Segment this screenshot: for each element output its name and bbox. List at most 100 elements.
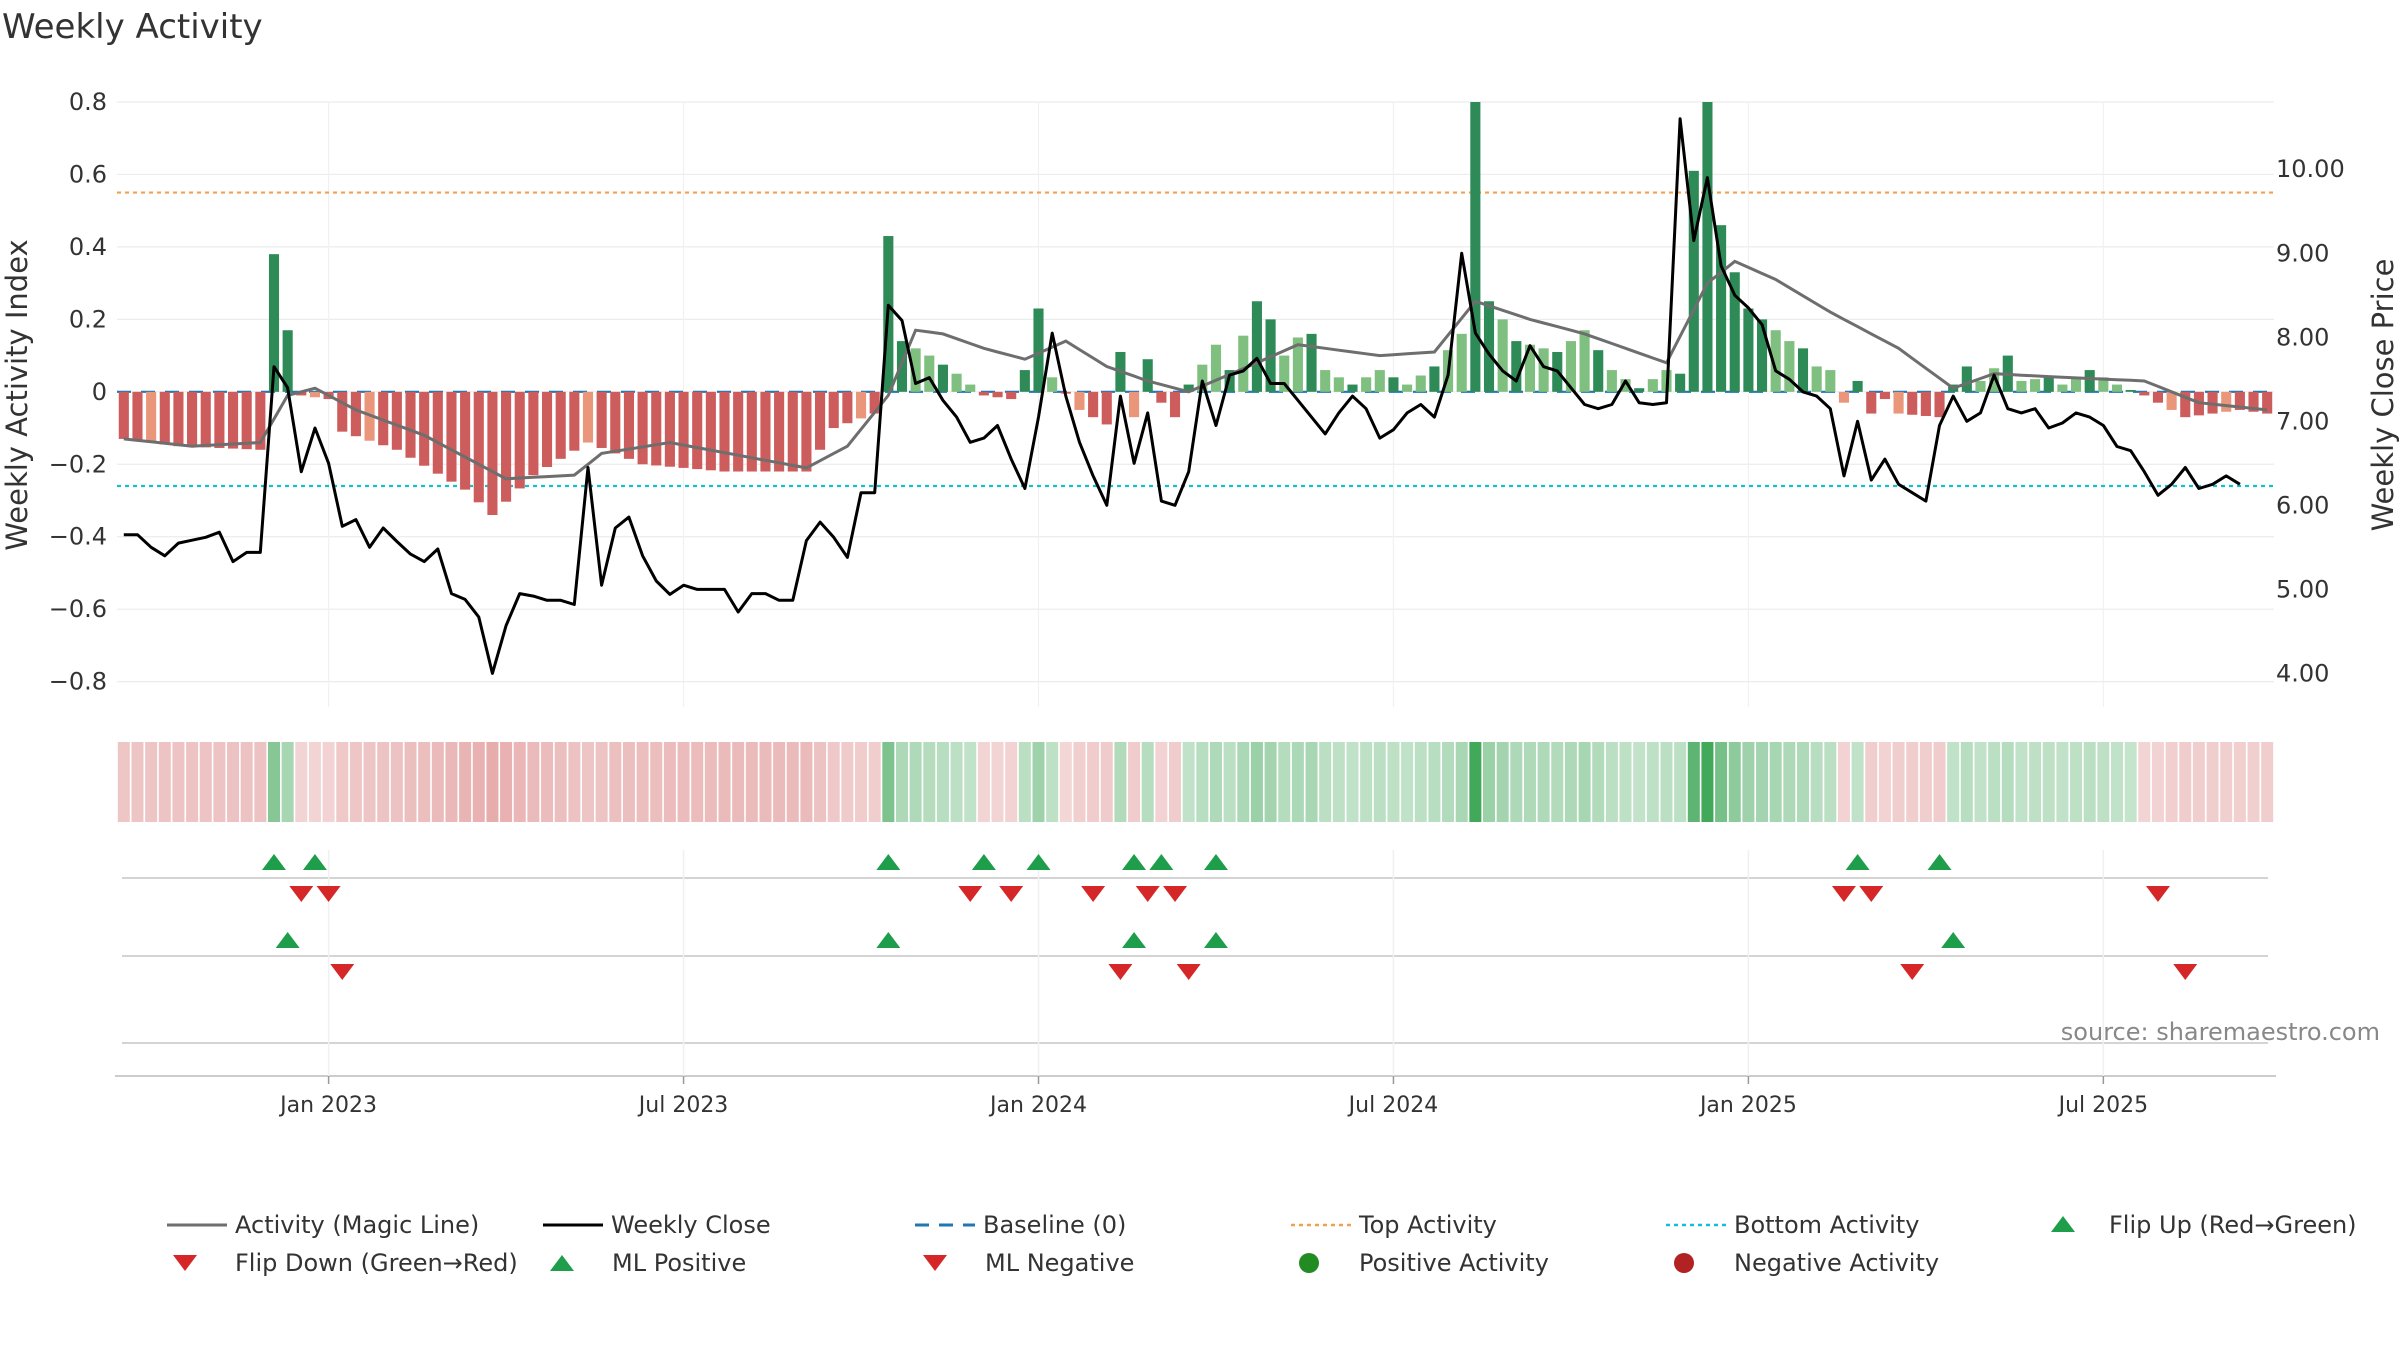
heat-cell [1947, 742, 1960, 822]
heat-cell [186, 742, 199, 822]
activity-bar [487, 391, 498, 515]
activity-bar [1292, 337, 1303, 392]
heat-cell [541, 742, 554, 822]
heat-cell [431, 742, 444, 822]
left-tick-label: −0.2 [49, 450, 107, 478]
heat-cell [1551, 742, 1564, 822]
activity-bar [1879, 391, 1890, 400]
heat-cell [1428, 742, 1441, 822]
legend-item-baseline: Baseline (0) [915, 1211, 1126, 1239]
activity-bar [432, 391, 443, 474]
activity-bar [1033, 308, 1044, 392]
activity-bar [309, 391, 320, 398]
signal-panels [115, 850, 2276, 1077]
heat-cell [2247, 742, 2260, 822]
flip-up-marker [971, 854, 996, 870]
ml-positive-marker [1941, 932, 1966, 948]
x-axis: Jan 2023 Jul 2023 Jan 2024 Jul 2024 Jan 2025… [278, 1076, 2148, 1118]
heat-cell [691, 742, 704, 822]
heat-cell [213, 742, 226, 822]
heat-cell [964, 742, 977, 822]
activity-bar [664, 391, 675, 467]
activity-bar [1320, 370, 1331, 392]
activity-bar [282, 330, 293, 392]
ml-positive-marker [876, 932, 901, 948]
heat-cell [500, 742, 513, 822]
heat-cell [240, 742, 253, 822]
activity-bar [1238, 335, 1249, 392]
heat-cell [1059, 742, 1072, 822]
heat-cell [1619, 742, 1632, 822]
activity-bar [159, 391, 170, 445]
activity-bar [2234, 391, 2245, 410]
activity-bar [746, 391, 757, 472]
heat-cell [1592, 742, 1605, 822]
heat-cell [1496, 742, 1509, 822]
activity-bar [637, 391, 648, 465]
activity-bar [2084, 370, 2095, 392]
activity-bar [582, 391, 594, 443]
legend-label: Negative Activity [1734, 1249, 1939, 1277]
heat-cell [1523, 742, 1536, 822]
heat-cell [1018, 742, 1031, 822]
heat-cell [1155, 742, 1168, 822]
heat-cell [950, 742, 963, 822]
activity-bar [514, 391, 525, 489]
heat-cell [1401, 742, 1414, 822]
right-tick-label: 9.00 [2276, 239, 2329, 267]
activity-bar [1101, 391, 1112, 425]
magic-line-series [123, 259, 2268, 481]
legend-label: Activity (Magic Line) [235, 1211, 479, 1239]
heat-cell [1660, 742, 1673, 822]
activity-heat-strip [117, 742, 2274, 822]
legend-item-flipdown: Flip Down (Green→Red) [173, 1249, 518, 1277]
activity-bar [869, 391, 880, 414]
legend-item-close: Weekly Close [543, 1211, 771, 1239]
heat-cell [1510, 742, 1523, 822]
heat-cell [2111, 742, 2124, 822]
heat-cell [554, 742, 567, 822]
heat-cell [1373, 742, 1386, 822]
heat-cell [1209, 742, 1222, 822]
heat-cell [923, 742, 936, 822]
activity-bar [1524, 344, 1536, 392]
activity-bar [1593, 350, 1604, 392]
left-tick-label: −0.4 [49, 523, 107, 551]
activity-bars [118, 102, 2273, 515]
heat-cell [172, 742, 185, 822]
activity-bar [651, 391, 662, 466]
legend-item-flipup: Flip Up (Red→Green) [2051, 1211, 2357, 1239]
activity-bar [569, 391, 580, 451]
ml-positive-marker [1203, 932, 1228, 948]
heat-cell [1756, 742, 1769, 822]
activity-bar [1852, 380, 1863, 392]
activity-bar [2139, 391, 2150, 396]
heat-cell [1332, 742, 1345, 822]
left-tick-label: 0.6 [69, 160, 107, 188]
flip-up-marker [1203, 854, 1228, 870]
activity-bar [419, 391, 430, 466]
activity-bar [1129, 391, 1140, 418]
activity-bar [2016, 380, 2027, 392]
activity-bar [1784, 341, 1795, 392]
heat-cell [718, 742, 731, 822]
heat-cell [1414, 742, 1427, 822]
ml-negative-marker [1176, 964, 1201, 980]
activity-bar [460, 391, 471, 490]
activity-bar [1716, 225, 1727, 392]
activity-bar [187, 391, 198, 447]
legend-item-posact: Positive Activity [1299, 1249, 1549, 1277]
activity-bar [1333, 377, 1344, 392]
flip-up-marker [1026, 854, 1051, 870]
legend-label: Flip Up (Red→Green) [2109, 1211, 2357, 1239]
heat-cell [1919, 742, 1932, 822]
legend-label: ML Negative [985, 1249, 1134, 1277]
activity-bar [555, 391, 566, 459]
activity-bar [2071, 377, 2082, 392]
activity-bar [1838, 391, 1850, 403]
activity-bar [2262, 391, 2273, 414]
heat-cell [254, 742, 267, 822]
legend-swatch-mlpos [550, 1255, 574, 1271]
heat-cell [1469, 742, 1482, 822]
activity-bar [1920, 391, 1931, 416]
